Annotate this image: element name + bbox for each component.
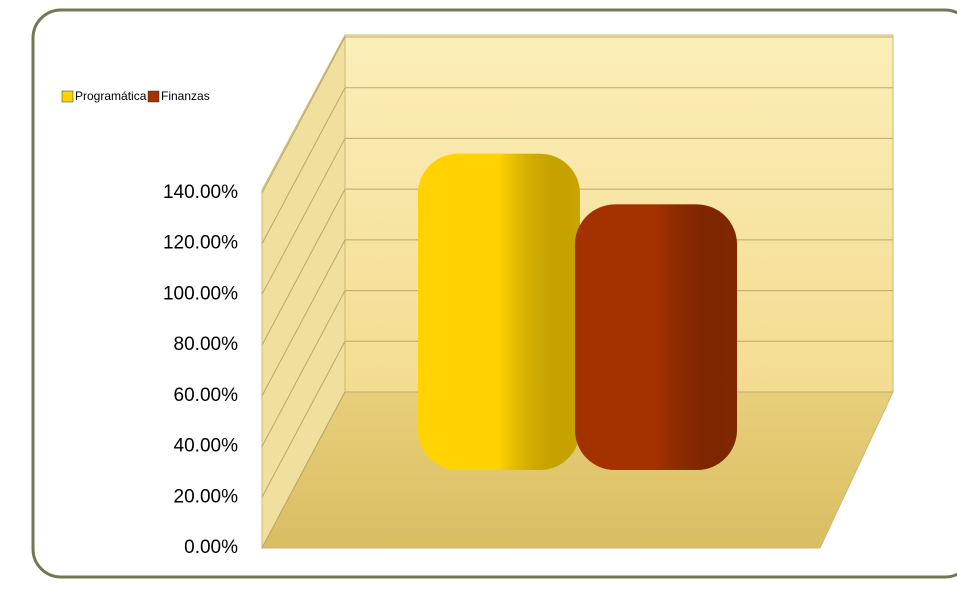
y-tick-label: 80.00% bbox=[174, 334, 239, 355]
y-tick-label: 100.00% bbox=[163, 283, 238, 304]
grid-line bbox=[261, 341, 346, 498]
bars bbox=[418, 153, 737, 470]
y-tick-label: 20.00% bbox=[174, 486, 239, 507]
legend: Programática Finanzas bbox=[61, 89, 210, 103]
legend-swatch bbox=[147, 90, 160, 103]
bar-shade bbox=[418, 153, 580, 470]
y-tick-label: 40.00% bbox=[174, 436, 239, 457]
y-tick-label: 120.00% bbox=[163, 233, 238, 254]
grid-line bbox=[261, 239, 346, 397]
legend-label: Programática bbox=[75, 89, 147, 103]
grid-line bbox=[261, 36, 346, 194]
grid-line bbox=[261, 188, 346, 346]
legend-swatch bbox=[61, 90, 74, 103]
grid-line bbox=[261, 138, 346, 295]
grid-line bbox=[261, 391, 346, 549]
legend-label: Finanzas bbox=[161, 89, 210, 103]
y-tick-label: 140.00% bbox=[163, 182, 238, 203]
y-tick-label: 60.00% bbox=[174, 385, 239, 406]
grid-line bbox=[261, 290, 346, 447]
grid-line bbox=[261, 87, 346, 244]
bar-shade bbox=[575, 204, 737, 470]
y-tick-label: 0.00% bbox=[184, 537, 238, 558]
